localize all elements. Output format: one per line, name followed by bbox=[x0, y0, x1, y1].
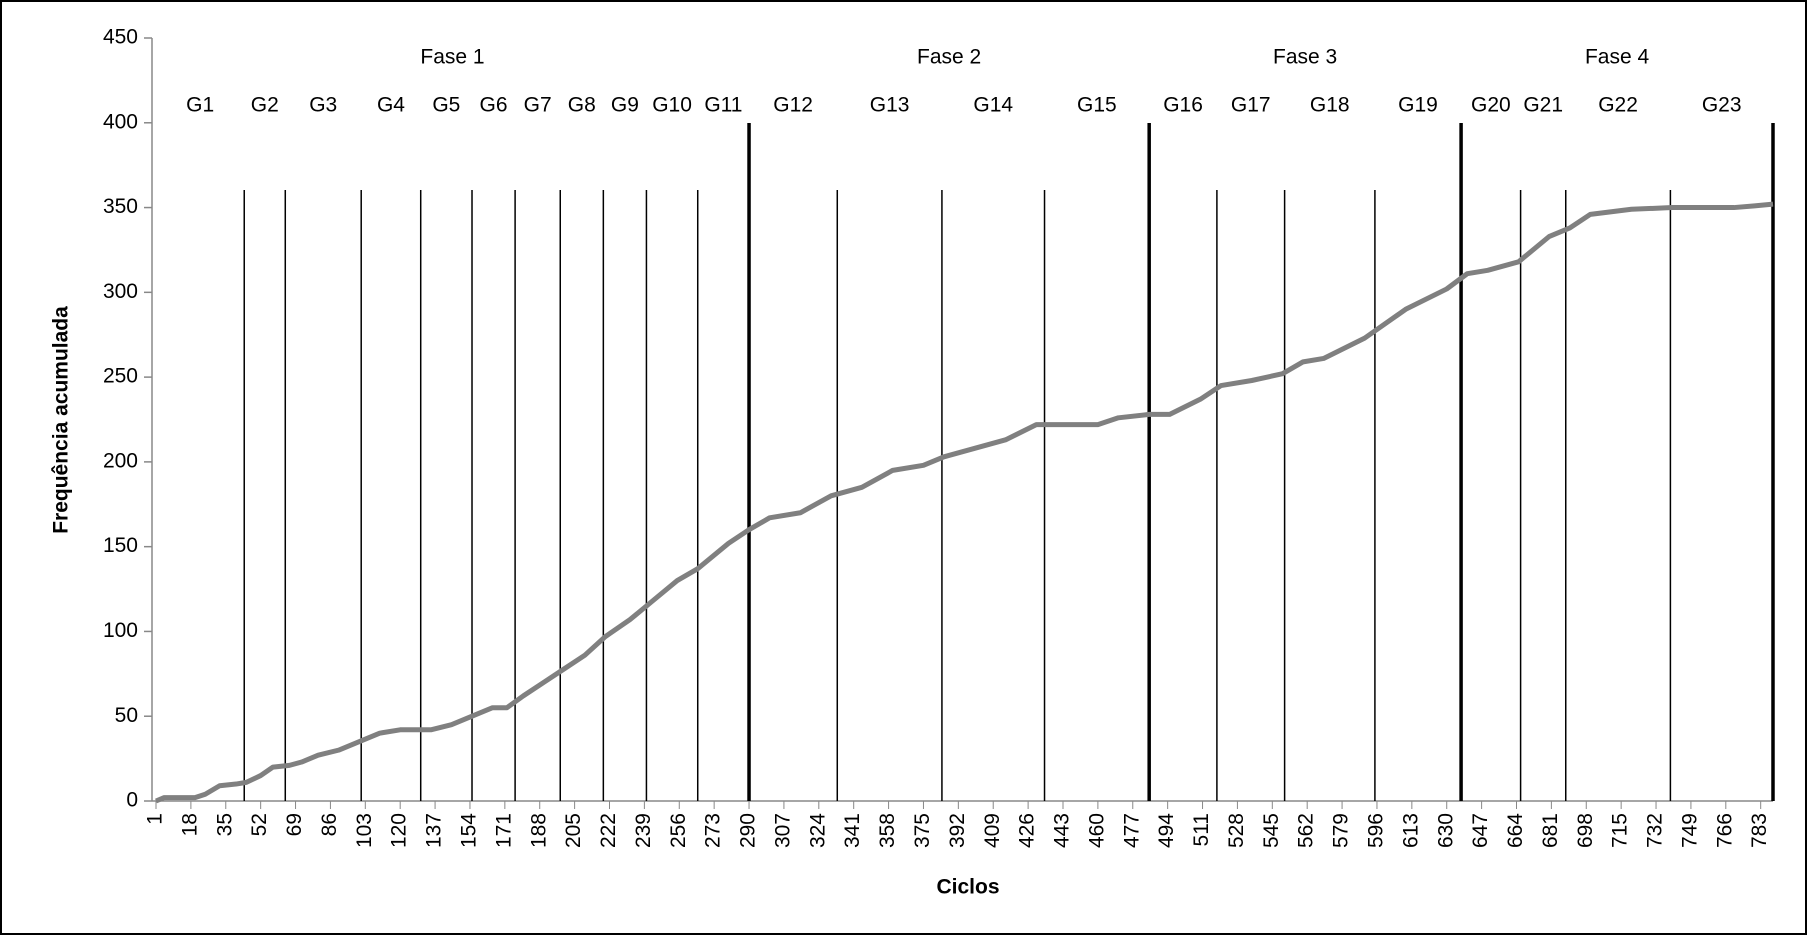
x-tick-label: 528 bbox=[1225, 813, 1248, 848]
x-tick-label: 341 bbox=[841, 813, 864, 848]
group-label: G22 bbox=[1598, 94, 1638, 117]
x-tick-label: 681 bbox=[1539, 813, 1562, 848]
group-label: G19 bbox=[1398, 94, 1438, 117]
x-tick-label: 409 bbox=[981, 813, 1004, 848]
x-tick-label: 783 bbox=[1748, 813, 1771, 848]
group-label: G20 bbox=[1471, 94, 1511, 117]
group-label: G16 bbox=[1163, 94, 1203, 117]
x-tick-label: 392 bbox=[946, 813, 969, 848]
y-tick-label: 250 bbox=[103, 365, 138, 388]
x-tick-label: 35 bbox=[213, 813, 236, 836]
cumulative-line bbox=[155, 201, 1774, 804]
group-label: G8 bbox=[568, 94, 596, 117]
y-tick-label: 0 bbox=[126, 789, 138, 812]
y-axis-title: Frequência acumulada bbox=[50, 306, 73, 534]
y-tick-label: 300 bbox=[103, 280, 138, 303]
group-label: G9 bbox=[611, 94, 639, 117]
y-tick-label: 50 bbox=[115, 704, 138, 727]
group-label: G2 bbox=[251, 94, 279, 117]
phase-label: Fase 3 bbox=[1273, 46, 1337, 69]
group-label: G17 bbox=[1231, 94, 1271, 117]
x-tick-label: 120 bbox=[388, 813, 411, 848]
x-tick-label: 1 bbox=[144, 813, 167, 825]
group-label: G11 bbox=[704, 94, 742, 117]
y-tick-label: 100 bbox=[103, 619, 138, 642]
x-tick-label: 273 bbox=[702, 813, 725, 848]
x-tick-label: 545 bbox=[1260, 813, 1283, 848]
x-tick-label: 375 bbox=[911, 813, 934, 848]
x-tick-label: 290 bbox=[737, 813, 760, 848]
x-tick-label: 664 bbox=[1504, 813, 1527, 848]
group-label: G18 bbox=[1310, 94, 1350, 117]
y-tick-label: 350 bbox=[103, 195, 138, 218]
group-label: G15 bbox=[1077, 94, 1117, 117]
x-tick-label: 647 bbox=[1469, 813, 1492, 848]
x-tick-label: 137 bbox=[423, 813, 446, 848]
x-tick-label: 188 bbox=[527, 813, 550, 848]
x-tick-label: 579 bbox=[1330, 813, 1353, 848]
x-tick-label: 477 bbox=[1120, 813, 1143, 848]
group-label: G3 bbox=[309, 94, 337, 117]
phase-label: Fase 4 bbox=[1585, 46, 1650, 69]
x-tick-label: 460 bbox=[1085, 813, 1108, 848]
x-tick-label: 256 bbox=[667, 813, 690, 848]
x-tick-label: 511 bbox=[1190, 813, 1213, 846]
x-tick-label: 52 bbox=[248, 813, 271, 836]
x-tick-label: 630 bbox=[1434, 813, 1457, 848]
x-tick-label: 69 bbox=[283, 813, 306, 836]
y-tick-label: 150 bbox=[103, 534, 138, 557]
y-tick-label: 200 bbox=[103, 449, 138, 472]
group-label: G10 bbox=[652, 94, 692, 117]
group-label: G23 bbox=[1702, 94, 1742, 117]
group-label: G12 bbox=[773, 94, 813, 117]
x-tick-label: 494 bbox=[1155, 813, 1178, 848]
group-label: G13 bbox=[870, 94, 910, 117]
x-tick-label: 18 bbox=[178, 813, 201, 836]
x-tick-label: 154 bbox=[458, 813, 481, 848]
x-tick-label: 171 bbox=[492, 813, 515, 848]
x-tick-label: 715 bbox=[1609, 813, 1632, 848]
x-tick-label: 443 bbox=[1051, 813, 1074, 848]
x-tick-label: 596 bbox=[1365, 813, 1388, 848]
x-tick-label: 239 bbox=[632, 813, 655, 848]
group-label: G6 bbox=[480, 94, 508, 117]
phase-label: Fase 1 bbox=[420, 46, 484, 69]
x-axis-title: Ciclos bbox=[936, 876, 999, 899]
group-label: G1 bbox=[186, 94, 214, 117]
x-tick-label: 324 bbox=[806, 813, 829, 848]
y-tick-label: 400 bbox=[103, 110, 138, 133]
x-tick-label: 307 bbox=[771, 813, 794, 848]
x-tick-label: 698 bbox=[1574, 813, 1597, 848]
group-label: G5 bbox=[432, 94, 460, 117]
x-tick-label: 358 bbox=[876, 813, 899, 848]
group-label: G7 bbox=[524, 94, 552, 117]
group-label: G4 bbox=[377, 94, 405, 117]
y-tick-label: 450 bbox=[103, 26, 138, 49]
x-tick-label: 205 bbox=[562, 813, 585, 848]
x-tick-label: 613 bbox=[1399, 813, 1422, 848]
phase-label: Fase 2 bbox=[917, 46, 981, 69]
x-tick-label: 749 bbox=[1678, 813, 1701, 848]
x-tick-label: 86 bbox=[318, 813, 341, 836]
x-tick-label: 766 bbox=[1713, 813, 1736, 848]
x-tick-label: 222 bbox=[597, 813, 620, 848]
group-label: G21 bbox=[1523, 94, 1563, 117]
x-tick-label: 732 bbox=[1644, 813, 1667, 848]
x-tick-label: 562 bbox=[1295, 813, 1318, 848]
x-tick-label: 426 bbox=[1016, 813, 1039, 848]
group-label: G14 bbox=[973, 94, 1013, 117]
x-tick-label: 103 bbox=[353, 813, 376, 848]
